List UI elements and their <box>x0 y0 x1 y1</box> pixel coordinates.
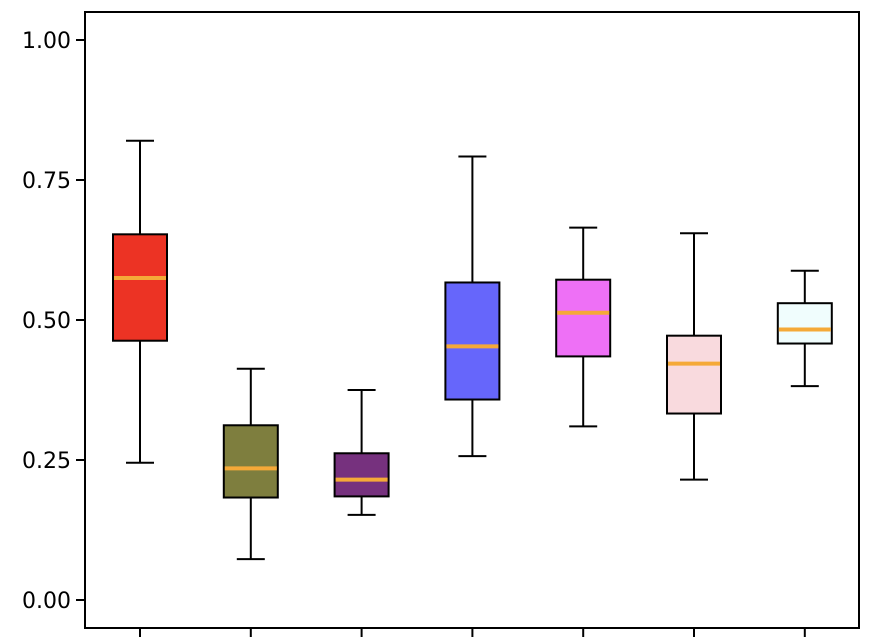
box-iqr <box>444 281 501 401</box>
y-tick-label: 0.75 <box>22 169 71 194</box>
box-iqr <box>555 278 612 358</box>
box-iqr <box>666 334 722 415</box>
y-tick-label: 1.00 <box>22 29 71 54</box>
box-iqr <box>776 302 833 345</box>
y-tick-label: 0.50 <box>22 309 71 334</box>
plot-layer: 0.00 0.25 0.50 0.75 1.00 <box>22 29 833 637</box>
box-iqr <box>222 424 279 499</box>
axes-frame <box>84 11 860 629</box>
box-iqr <box>112 233 168 342</box>
box-iqr <box>333 452 390 498</box>
y-tick-label: 0.25 <box>22 449 71 474</box>
y-tick-label: 0.00 <box>22 589 71 614</box>
